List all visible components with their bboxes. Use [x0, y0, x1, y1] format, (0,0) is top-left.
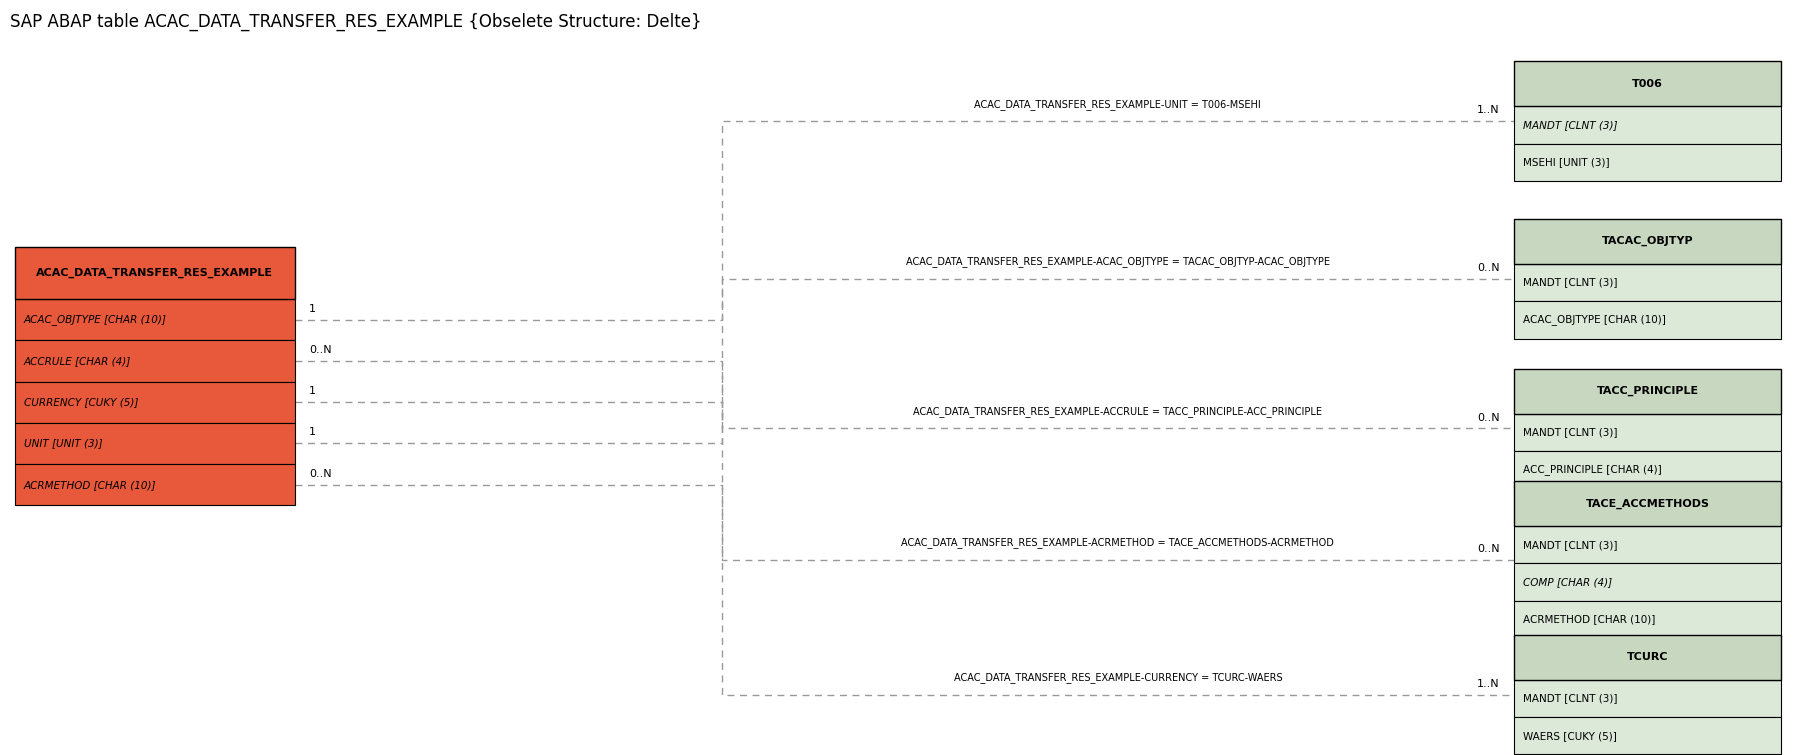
Text: ACAC_DATA_TRANSFER_RES_EXAMPLE-CURRENCY = TCURC-WAERS: ACAC_DATA_TRANSFER_RES_EXAMPLE-CURRENCY …: [952, 673, 1281, 683]
Text: ACAC_OBJTYPE [CHAR (10)]: ACAC_OBJTYPE [CHAR (10)]: [23, 314, 166, 325]
Text: 1..N: 1..N: [1476, 105, 1498, 116]
Text: ACAC_DATA_TRANSFER_RES_EXAMPLE: ACAC_DATA_TRANSFER_RES_EXAMPLE: [36, 268, 273, 278]
Bar: [1512, 301, 1780, 338]
Text: 0..N: 0..N: [1476, 544, 1498, 553]
Text: 1: 1: [309, 387, 316, 396]
Text: ACC_PRINCIPLE [CHAR (4)]: ACC_PRINCIPLE [CHAR (4)]: [1521, 464, 1661, 475]
Bar: [1512, 263, 1780, 301]
Text: TACC_PRINCIPLE: TACC_PRINCIPLE: [1596, 386, 1699, 396]
Text: MANDT [CLNT (3)]: MANDT [CLNT (3)]: [1521, 427, 1617, 437]
Bar: [1512, 368, 1780, 414]
Text: TCURC: TCURC: [1626, 652, 1668, 662]
Bar: [1512, 219, 1780, 263]
Text: SAP ABAP table ACAC_DATA_TRANSFER_RES_EXAMPLE {Obselete Structure: Delte}: SAP ABAP table ACAC_DATA_TRANSFER_RES_EX…: [11, 13, 701, 31]
Bar: [14, 464, 295, 505]
Bar: [1512, 526, 1780, 563]
Bar: [14, 423, 295, 464]
Bar: [14, 247, 295, 299]
Text: TACE_ACCMETHODS: TACE_ACCMETHODS: [1585, 498, 1709, 509]
Text: T006: T006: [1632, 79, 1662, 89]
Bar: [1512, 717, 1780, 754]
Text: 1: 1: [309, 304, 316, 314]
Text: ACAC_DATA_TRANSFER_RES_EXAMPLE-ACCRULE = TACC_PRINCIPLE-ACC_PRINCIPLE: ACAC_DATA_TRANSFER_RES_EXAMPLE-ACCRULE =…: [913, 406, 1321, 418]
Text: CURRENCY [CUKY (5)]: CURRENCY [CUKY (5)]: [23, 397, 139, 407]
Bar: [1512, 414, 1780, 451]
Text: ACAC_DATA_TRANSFER_RES_EXAMPLE-UNIT = T006-MSEHI: ACAC_DATA_TRANSFER_RES_EXAMPLE-UNIT = T0…: [974, 99, 1261, 110]
Bar: [1512, 451, 1780, 488]
Text: 0..N: 0..N: [309, 469, 332, 479]
Text: 0..N: 0..N: [309, 345, 332, 355]
Text: MANDT [CLNT (3)]: MANDT [CLNT (3)]: [1521, 120, 1617, 130]
Bar: [14, 299, 295, 341]
Bar: [14, 341, 295, 382]
Text: ACCRULE [CHAR (4)]: ACCRULE [CHAR (4)]: [23, 356, 132, 366]
Text: 1..N: 1..N: [1476, 679, 1498, 689]
Bar: [1512, 61, 1780, 106]
Text: ACAC_DATA_TRANSFER_RES_EXAMPLE-ACRMETHOD = TACE_ACCMETHODS-ACRMETHOD: ACAC_DATA_TRANSFER_RES_EXAMPLE-ACRMETHOD…: [902, 538, 1334, 548]
Text: MANDT [CLNT (3)]: MANDT [CLNT (3)]: [1521, 540, 1617, 550]
Text: COMP [CHAR (4)]: COMP [CHAR (4)]: [1521, 577, 1612, 587]
Text: TACAC_OBJTYP: TACAC_OBJTYP: [1601, 236, 1693, 246]
Bar: [14, 382, 295, 423]
Text: ACAC_DATA_TRANSFER_RES_EXAMPLE-ACAC_OBJTYPE = TACAC_OBJTYP-ACAC_OBJTYPE: ACAC_DATA_TRANSFER_RES_EXAMPLE-ACAC_OBJT…: [905, 257, 1330, 267]
Text: 0..N: 0..N: [1476, 263, 1498, 273]
Text: ACAC_OBJTYPE [CHAR (10)]: ACAC_OBJTYPE [CHAR (10)]: [1521, 314, 1664, 325]
Bar: [1512, 106, 1780, 143]
Bar: [1512, 563, 1780, 601]
Bar: [1512, 680, 1780, 717]
Text: ACRMETHOD [CHAR (10)]: ACRMETHOD [CHAR (10)]: [1521, 615, 1655, 624]
Bar: [1512, 634, 1780, 680]
Text: 1: 1: [309, 427, 316, 437]
Text: UNIT [UNIT (3)]: UNIT [UNIT (3)]: [23, 439, 103, 448]
Bar: [1512, 601, 1780, 638]
Text: 0..N: 0..N: [1476, 412, 1498, 423]
Text: MANDT [CLNT (3)]: MANDT [CLNT (3)]: [1521, 693, 1617, 703]
Bar: [1512, 481, 1780, 526]
Text: WAERS [CUKY (5)]: WAERS [CUKY (5)]: [1521, 731, 1615, 741]
Text: MANDT [CLNT (3)]: MANDT [CLNT (3)]: [1521, 277, 1617, 288]
Text: ACRMETHOD [CHAR (10)]: ACRMETHOD [CHAR (10)]: [23, 479, 157, 490]
Bar: [1512, 143, 1780, 181]
Text: MSEHI [UNIT (3)]: MSEHI [UNIT (3)]: [1521, 158, 1608, 168]
